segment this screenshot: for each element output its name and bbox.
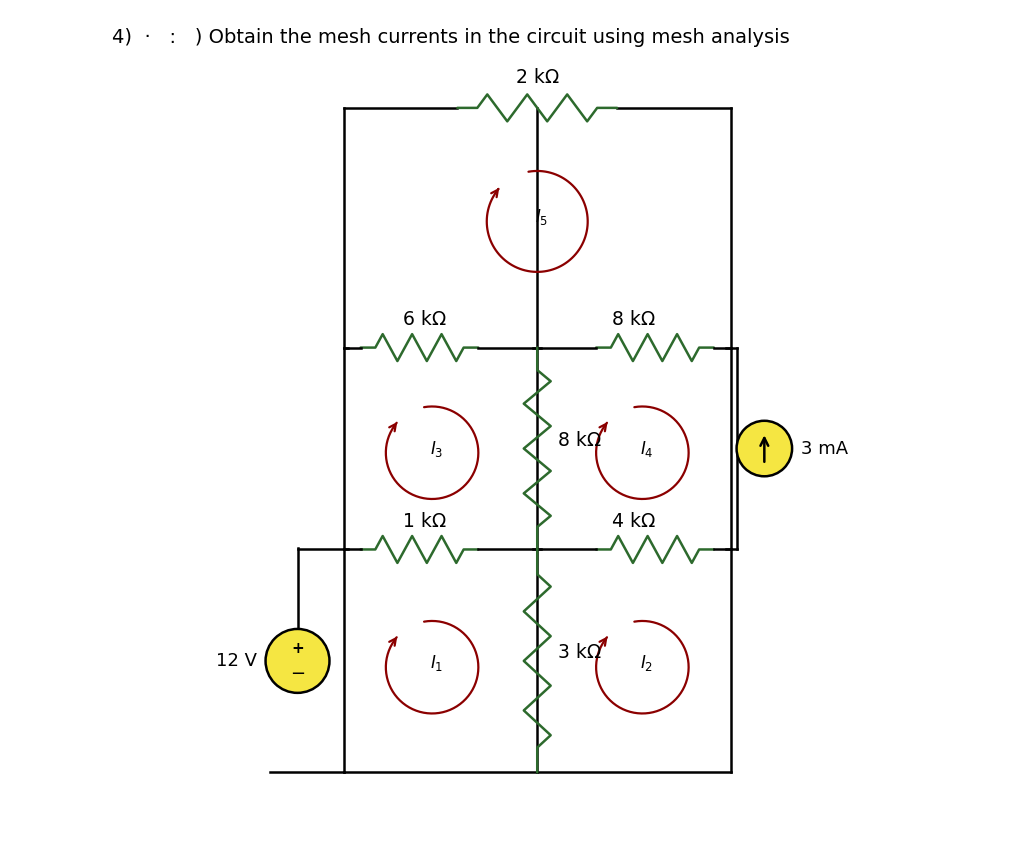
Text: $I_1$: $I_1$ [430, 653, 443, 673]
Text: 4 kΩ: 4 kΩ [612, 512, 655, 531]
Text: $I_5$: $I_5$ [535, 207, 548, 227]
Text: 8 kΩ: 8 kΩ [558, 431, 601, 450]
Circle shape [265, 629, 330, 693]
Text: 3 mA: 3 mA [801, 439, 848, 457]
Circle shape [736, 421, 793, 476]
Text: 3 kΩ: 3 kΩ [558, 643, 601, 662]
Text: 8 kΩ: 8 kΩ [612, 310, 655, 329]
Text: 1 kΩ: 1 kΩ [403, 512, 446, 531]
Text: 6 kΩ: 6 kΩ [403, 310, 446, 329]
Text: $I_4$: $I_4$ [640, 439, 653, 458]
Text: 4)  ·   :   ) Obtain the mesh currents in the circuit using mesh analysis: 4) · : ) Obtain the mesh currents in the… [113, 28, 791, 47]
Text: $I_3$: $I_3$ [430, 439, 443, 458]
Text: +: + [291, 640, 304, 656]
Text: 2 kΩ: 2 kΩ [516, 68, 559, 87]
Text: 12 V: 12 V [216, 652, 257, 670]
Text: $I_2$: $I_2$ [640, 653, 653, 673]
Text: −: − [290, 664, 305, 682]
